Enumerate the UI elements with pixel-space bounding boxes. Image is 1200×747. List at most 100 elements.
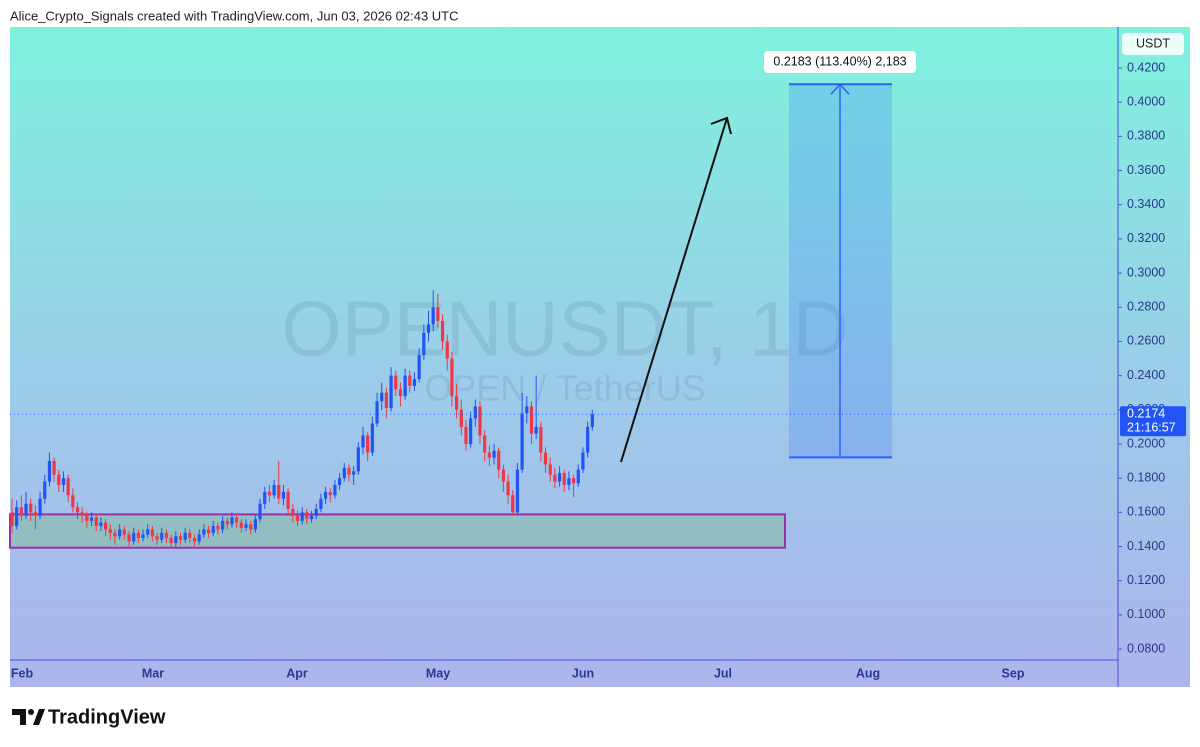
candle-body xyxy=(160,532,164,540)
candle-body xyxy=(553,474,557,482)
y-tick-label: 0.2600 xyxy=(1127,334,1165,348)
candle-body xyxy=(118,529,122,537)
candle-body xyxy=(286,491,290,509)
candle-body xyxy=(342,467,346,479)
candle-body xyxy=(10,512,14,527)
candle-body xyxy=(178,536,183,540)
y-tick-label: 0.1400 xyxy=(1127,539,1165,553)
candle-body xyxy=(29,503,33,513)
candle-body xyxy=(33,512,37,516)
x-tick-label: Jul xyxy=(714,666,732,680)
candle-body xyxy=(253,519,257,530)
logo-mark xyxy=(33,709,45,725)
candle-body xyxy=(47,461,52,482)
candle-body xyxy=(403,375,407,397)
candle-body xyxy=(71,495,75,508)
x-tick-label: May xyxy=(426,666,450,680)
candle-body xyxy=(412,379,417,386)
candle-body xyxy=(305,512,309,520)
candle-body xyxy=(370,423,374,453)
candle-body xyxy=(136,532,140,538)
countdown: 21:16:57 xyxy=(1127,421,1176,435)
candle-body xyxy=(338,478,342,486)
candle-body xyxy=(520,413,524,470)
candle-body xyxy=(352,471,356,475)
footer-brand: TradingView xyxy=(48,706,166,728)
candle-body xyxy=(529,406,534,434)
candle-body xyxy=(108,529,112,533)
y-tick-label: 0.1000 xyxy=(1127,607,1165,621)
candle-body xyxy=(57,474,61,486)
x-tick-label: Feb xyxy=(11,666,34,680)
candle-body xyxy=(356,447,360,472)
candle-body xyxy=(192,537,197,542)
y-tick-label: 0.3200 xyxy=(1127,231,1165,245)
candle-body xyxy=(146,529,150,535)
candle-body xyxy=(469,418,473,444)
x-tick-label: Apr xyxy=(286,666,308,680)
candle-body xyxy=(43,481,47,499)
candle-body xyxy=(272,485,276,496)
y-tick-label: 0.3800 xyxy=(1127,129,1165,143)
candle-body xyxy=(239,522,243,528)
candle-body xyxy=(455,396,459,410)
y-tick-label: 0.1600 xyxy=(1127,505,1165,519)
y-tick-label: 0.4000 xyxy=(1127,94,1165,108)
candle-body xyxy=(572,478,576,484)
candle-body xyxy=(75,507,80,513)
candle-body xyxy=(202,529,206,535)
candle-body xyxy=(230,517,234,525)
candle-body xyxy=(562,473,566,486)
candle-body xyxy=(483,435,487,453)
watermark-title: OPENUSDT, 1D xyxy=(281,285,849,373)
candle-body xyxy=(511,495,515,513)
candle-body xyxy=(113,532,117,537)
candle-body xyxy=(122,529,126,535)
candle-body xyxy=(557,473,562,482)
candle-body xyxy=(19,507,23,516)
candle-body xyxy=(314,508,318,516)
header: Alice_Crypto_Signals created with Tradin… xyxy=(10,8,459,23)
candle-body xyxy=(506,481,510,496)
candle-body xyxy=(155,536,159,540)
candle-body xyxy=(539,426,543,453)
y-tick-label: 0.2800 xyxy=(1127,300,1165,314)
candle-body xyxy=(258,503,262,520)
candle-body xyxy=(389,375,393,409)
candle-body xyxy=(333,485,337,496)
candle-body xyxy=(534,426,538,434)
candle-body xyxy=(436,307,440,321)
candle-body xyxy=(197,534,201,542)
watermark: OPENUSDT, 1D OPEN / TetherUS xyxy=(281,285,849,409)
candle-body xyxy=(52,461,56,475)
candle-body xyxy=(347,467,351,475)
candle-body xyxy=(66,478,70,496)
candle-body xyxy=(104,522,108,530)
candle-body xyxy=(525,406,529,414)
candle-body xyxy=(309,515,314,520)
x-tick-label: Mar xyxy=(142,666,164,680)
candle-body xyxy=(375,401,379,424)
candle-body xyxy=(132,532,136,542)
candle-body xyxy=(478,406,482,436)
candle-body xyxy=(422,332,426,356)
chart-background xyxy=(10,27,1190,687)
measure-label: 0.2183 (113.40%) 2,183 xyxy=(773,54,906,68)
candle-body xyxy=(408,375,412,386)
y-tick-label: 0.3600 xyxy=(1127,163,1165,177)
candle-body xyxy=(267,491,271,496)
candle-body xyxy=(216,526,220,530)
candle-body xyxy=(548,464,552,475)
candle-body xyxy=(445,341,449,359)
y-tick-label: 0.2000 xyxy=(1127,436,1165,450)
currency-box[interactable] xyxy=(1122,33,1184,55)
candle-body xyxy=(300,512,304,521)
x-tick-label: Jun xyxy=(572,666,594,680)
candle-body xyxy=(380,392,384,402)
candle-body xyxy=(323,491,328,499)
candle-body xyxy=(543,452,548,465)
candle-body xyxy=(431,307,435,325)
y-tick-label: 0.3000 xyxy=(1127,265,1165,279)
candle-body xyxy=(99,522,103,527)
